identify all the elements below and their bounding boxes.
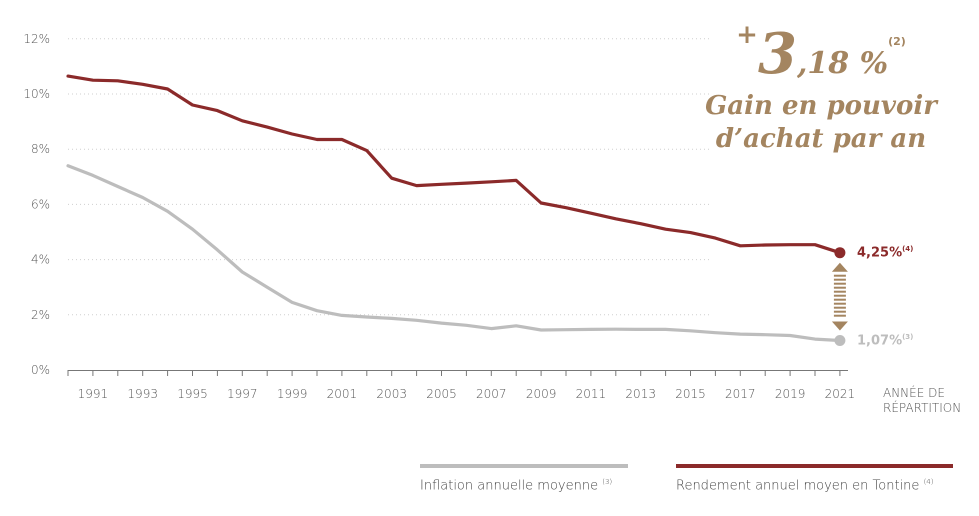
arrow-head-up xyxy=(831,262,848,272)
series-layer xyxy=(66,74,846,346)
x-tick-label: 2001 xyxy=(327,387,358,401)
y-tick-label: 12% xyxy=(23,32,50,46)
y-tick-label: 0% xyxy=(31,363,50,377)
x-axis-title-line2: RÉPARTITION xyxy=(883,400,961,415)
y-tick-label: 6% xyxy=(31,197,50,211)
gain-note: (2) xyxy=(888,35,906,48)
x-tick-label: 1991 xyxy=(78,387,109,401)
x-tick-label: 1997 xyxy=(227,387,258,401)
x-tick-label: 2015 xyxy=(675,387,706,401)
gain-dec: ,18 % xyxy=(796,46,889,81)
gain-value: +3,18 %(2) xyxy=(701,22,941,82)
series-line-1 xyxy=(66,74,842,255)
x-tick-label: 1999 xyxy=(277,387,308,401)
x-axis: 1991 1993 1995 1997 1999 2001 2003 2005 2007 2009… xyxy=(67,370,961,415)
x-tick-label: 2011 xyxy=(576,387,607,401)
gain-line1: Gain en pouvoir xyxy=(705,91,937,121)
tontine-end-label: 4,25%(4) xyxy=(857,245,914,261)
x-tick-label: 2009 xyxy=(526,387,557,401)
gain-plus: + xyxy=(736,20,758,50)
inflation-end-label: 1,07%(3) xyxy=(857,333,914,349)
gain-arrow xyxy=(831,262,848,331)
legend-label-tontine: Rendement annuel moyen en Tontine xyxy=(676,478,920,494)
gain-subtitle: Gain en pouvoir d’achat par an xyxy=(701,90,941,155)
x-tick-label: 2021 xyxy=(825,387,856,401)
x-tick-label: 2017 xyxy=(725,387,756,401)
y-tick-label: 10% xyxy=(23,87,50,101)
x-tick-label: 1993 xyxy=(127,387,158,401)
y-axis: 0% 2% 4% 6% 8% 10% 12% xyxy=(23,32,50,377)
y-tick-label: 8% xyxy=(31,142,50,156)
y-tick-label: 2% xyxy=(31,308,50,322)
arrow-head-down xyxy=(831,321,848,331)
series-endpoint-0 xyxy=(834,334,846,346)
x-axis-title-line1: ANNÉE DE xyxy=(883,385,945,400)
x-tick-label: 2005 xyxy=(426,387,457,401)
legend-inflation: Inflation annuelle moyenne (3) xyxy=(420,464,628,493)
x-tick-label: 2013 xyxy=(625,387,656,401)
y-tick-label: 4% xyxy=(31,253,50,267)
legend-swatch-tontine xyxy=(676,464,953,468)
x-tick-label: 2003 xyxy=(376,387,407,401)
legend-label-inflation: Inflation annuelle moyenne xyxy=(420,478,599,494)
gain-int: 3 xyxy=(757,21,797,87)
series-line-0 xyxy=(66,164,842,343)
legend-tontine: Rendement annuel moyen en Tontine (4) xyxy=(676,464,953,493)
gain-line2: d’achat par an xyxy=(715,123,927,154)
x-tick-label: 2019 xyxy=(775,387,806,401)
x-tick-label: 2007 xyxy=(476,387,507,401)
x-tick-label: 1995 xyxy=(177,387,208,401)
legend-swatch-inflation xyxy=(420,464,628,468)
series-endpoint-1 xyxy=(834,247,846,259)
gain-callout: +3,18 %(2) Gain en pouvoir d’achat par a… xyxy=(701,22,941,155)
